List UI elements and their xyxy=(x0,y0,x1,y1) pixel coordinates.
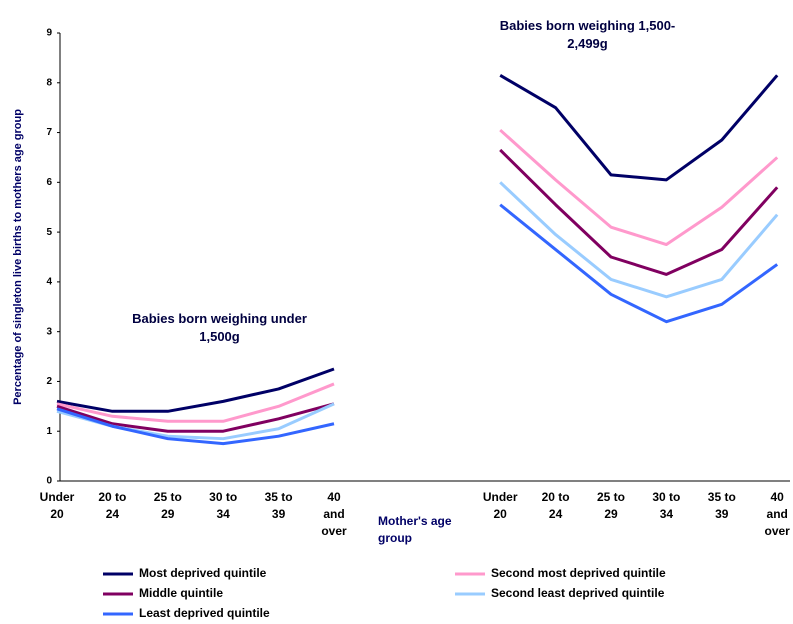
y-tick-label: 8 xyxy=(46,77,52,88)
x-tick-label: 25 to 29 xyxy=(153,490,182,521)
y-tick-label: 2 xyxy=(46,376,52,387)
x-tick-label: 30 to 34 xyxy=(652,490,681,521)
line-series xyxy=(56,148,779,433)
legend-label: Second least deprived quintile xyxy=(491,586,665,600)
y-tick-label: 9 xyxy=(46,28,52,39)
x-tick-label: 20 to 24 xyxy=(541,490,570,521)
legend-label: Second most deprived quintile xyxy=(491,566,666,580)
y-tick-label: 5 xyxy=(46,227,52,238)
legend-label: Most deprived quintile xyxy=(139,566,267,580)
y-tick-label: 6 xyxy=(46,177,52,188)
y-tick-label: 4 xyxy=(46,277,52,288)
line-series xyxy=(56,128,779,423)
legend-label: Middle quintile xyxy=(139,586,223,600)
annotation: Babies born weighing under 1,500g xyxy=(132,311,307,344)
x-tick-label: 40 and over xyxy=(764,490,790,538)
y-tick-label: 7 xyxy=(46,127,52,138)
x-tick-label: Under 20 xyxy=(39,490,75,521)
x-tick-label: 35 to 39 xyxy=(264,490,293,521)
y-tick-label: 3 xyxy=(46,326,52,337)
y-axis-label: Percentage of singleton live births to m… xyxy=(12,109,24,405)
y-tick-label: 1 xyxy=(46,426,52,437)
x-tick-label: 30 to 34 xyxy=(209,490,238,521)
x-tick-label: 35 to 39 xyxy=(707,490,736,521)
legend-label: Least deprived quintile xyxy=(139,606,270,620)
x-tick-label: 25 to 29 xyxy=(596,490,625,521)
y-tick-label: 0 xyxy=(46,476,52,487)
x-axis-label: Mother's age group xyxy=(378,514,452,545)
x-tick-label: Under 20 xyxy=(482,490,518,521)
x-tick-label: 20 to 24 xyxy=(98,490,127,521)
annotation: Babies born weighing 1,500-2,499g xyxy=(499,18,676,51)
line-series xyxy=(56,74,779,413)
x-tick-label: 40 and over xyxy=(321,490,347,538)
line-series xyxy=(56,203,779,446)
